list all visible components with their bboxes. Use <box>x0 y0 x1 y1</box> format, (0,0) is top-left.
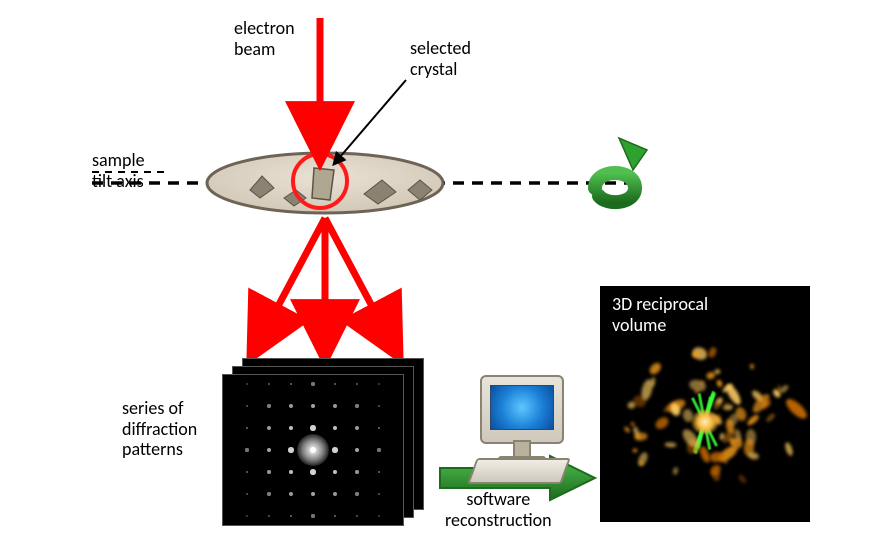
diffraction-spot <box>289 426 294 431</box>
diffraction-spot <box>377 448 380 451</box>
reciprocal-blob <box>783 441 794 457</box>
diffraction-spot <box>355 492 358 495</box>
diffraction-spot <box>356 515 358 517</box>
reciprocal-blob <box>708 346 719 359</box>
diffraction-spot <box>378 515 380 517</box>
diffraction-spot <box>246 427 249 430</box>
diffraction-spot <box>334 383 337 386</box>
diffraction-spot <box>267 492 270 495</box>
diffraction-spot <box>333 470 338 475</box>
diffraction-spot <box>246 383 248 385</box>
computer-keyboard <box>467 458 570 484</box>
diffraction-spot <box>246 405 248 407</box>
reciprocal-volume-panel: 3D reciprocal volume <box>600 286 810 522</box>
reciprocal-blob <box>672 467 679 476</box>
diffraction-spot <box>311 514 314 517</box>
reciprocal-core <box>691 410 719 434</box>
diffraction-spot <box>355 470 359 474</box>
reciprocal-blob <box>780 384 790 394</box>
diffraction-spot <box>334 515 337 518</box>
computer-monitor <box>480 375 564 444</box>
diffraction-spot <box>332 447 337 452</box>
diffraction-spot <box>290 383 293 386</box>
reciprocal-blob <box>749 364 753 369</box>
diffraction-spot <box>289 492 293 496</box>
reciprocal-blob <box>650 376 655 386</box>
diffraction-spot <box>333 492 337 496</box>
reciprocal-blob <box>746 413 761 427</box>
diffraction-spot <box>333 426 338 431</box>
diffraction-spot <box>268 515 270 517</box>
sample-tilt-axis-label: sample tilt axis <box>92 150 145 191</box>
diffraction-spot <box>355 448 359 452</box>
diffraction-spot <box>333 404 337 408</box>
diffraction-spot <box>378 427 381 430</box>
computer <box>480 375 580 485</box>
reciprocal-blob <box>709 451 724 463</box>
reciprocal-blob <box>738 474 748 485</box>
diffraction-spot <box>267 470 271 474</box>
diffraction-spot <box>267 448 271 452</box>
diffraction-series-label: series of diffraction patterns <box>122 398 197 460</box>
diffraction-spot <box>246 515 248 517</box>
reciprocal-blob <box>648 360 663 375</box>
diffraction-spot <box>378 405 380 407</box>
diffraction-spot <box>245 448 248 451</box>
reciprocal-volume-label: 3D reciprocal volume <box>612 294 708 335</box>
reciprocal-blob <box>654 415 671 431</box>
reciprocal-blob <box>688 377 707 392</box>
diffraction-spot <box>378 493 380 495</box>
diffraction-spot <box>356 383 358 385</box>
diffraction-spot <box>267 426 271 430</box>
diffraction-spot <box>311 492 315 496</box>
diffraction-card-front <box>222 374 404 526</box>
diffraction-spot <box>268 383 270 385</box>
diffraction-spot <box>311 404 315 408</box>
reciprocal-blob <box>634 432 648 441</box>
rotation-arrow <box>595 138 647 202</box>
reciprocal-blob <box>664 442 676 448</box>
diffraction-spot <box>355 404 358 407</box>
diffraction-spot <box>310 425 315 430</box>
diffraction-spot <box>289 470 294 475</box>
reciprocal-blob <box>783 396 809 421</box>
reciprocal-blob <box>633 448 638 452</box>
selected-crystal-shape <box>312 168 334 200</box>
reciprocal-blob <box>716 380 723 388</box>
diffraction-spot <box>290 515 293 518</box>
diffraction-spot <box>378 471 381 474</box>
selected-crystal-pointer <box>334 80 406 164</box>
diffraction-spot <box>246 471 249 474</box>
diffraction-spot <box>355 426 359 430</box>
software-reconstruction-label: software reconstruction <box>445 489 552 530</box>
selected-crystal-label: selected crystal <box>410 38 471 79</box>
diffraction-spot <box>311 382 314 385</box>
diffraction-stack <box>222 358 422 528</box>
diffraction-spot <box>310 469 315 474</box>
reciprocal-blob <box>747 451 760 461</box>
diffraction-spot <box>378 383 380 385</box>
fanout-arrows <box>260 218 390 340</box>
diffraction-spot <box>267 404 270 407</box>
diffraction-spot <box>289 404 293 408</box>
reciprocal-blob <box>764 412 776 423</box>
computer-screen <box>490 385 554 430</box>
diffraction-spot <box>246 493 248 495</box>
electron-beam-label: electron beam <box>234 18 295 59</box>
diffraction-spot <box>288 447 293 452</box>
reciprocal-blob <box>623 425 631 433</box>
reciprocal-blob <box>714 369 720 375</box>
